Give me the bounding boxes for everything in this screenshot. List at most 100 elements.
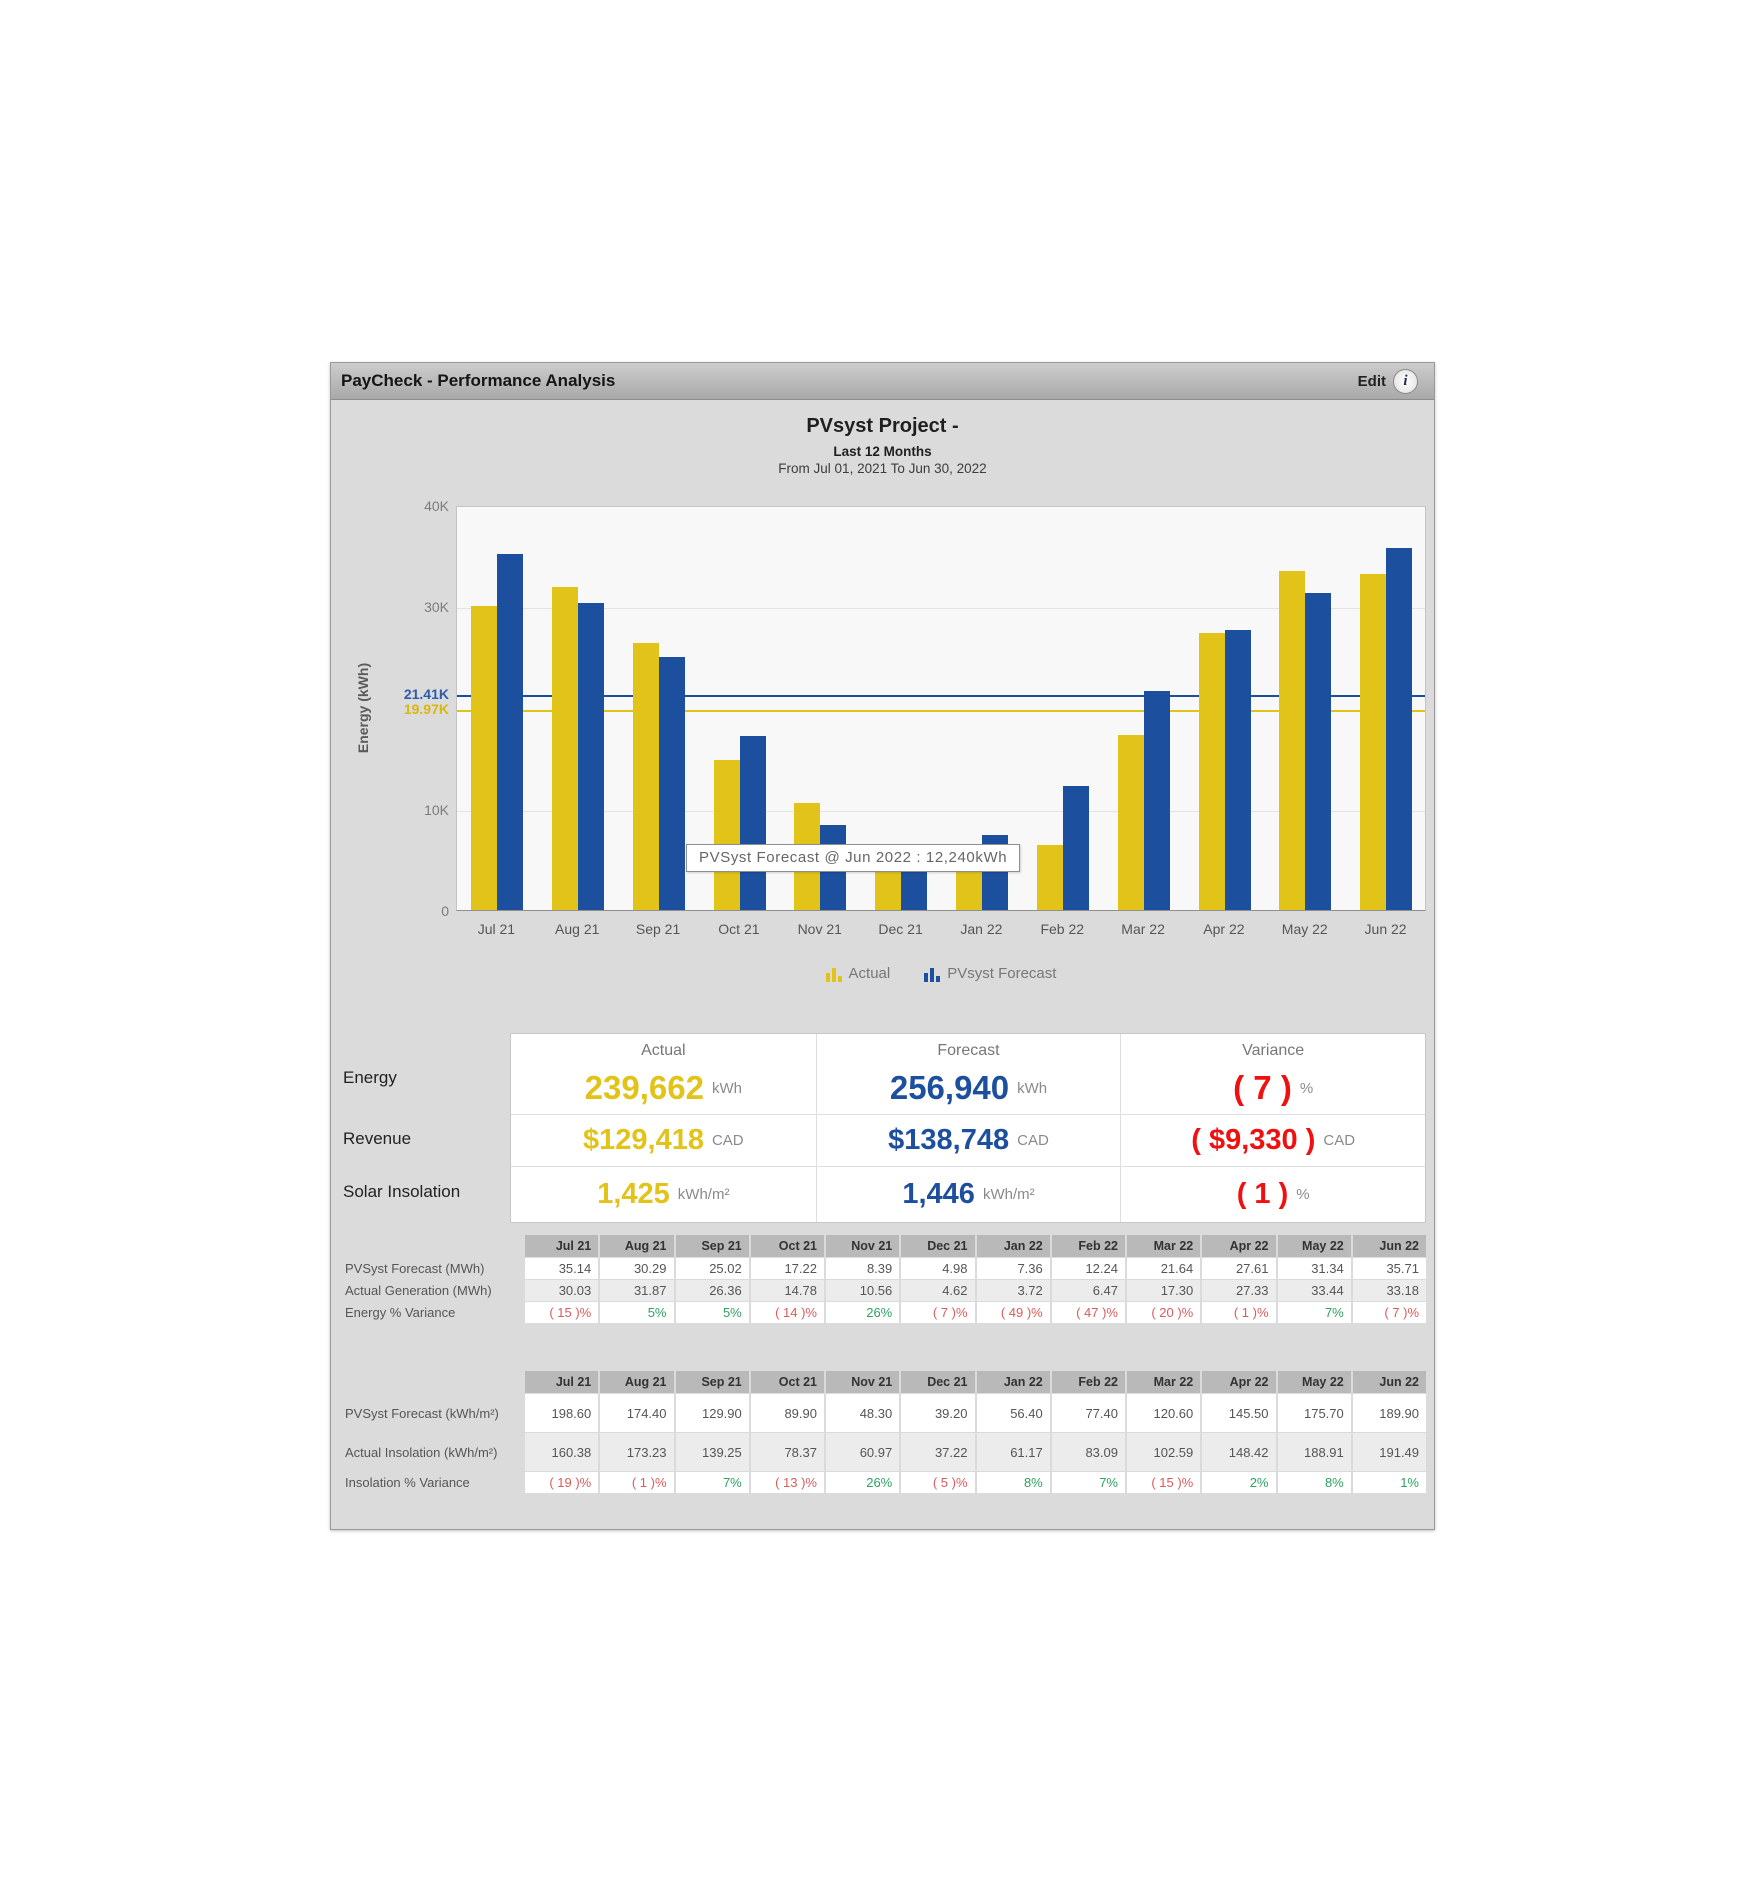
table-cell: 12.24: [1051, 1258, 1125, 1279]
gridline: [457, 608, 1425, 610]
table-cell: 89.90: [750, 1394, 824, 1432]
info-icon[interactable]: i: [1393, 369, 1418, 394]
bar-actual[interactable]: [956, 872, 982, 910]
average-line-label: 19.97K: [403, 700, 449, 717]
x-axis-label: Sep 21: [635, 921, 681, 937]
bar-actual[interactable]: [632, 643, 659, 910]
bar-forecast[interactable]: [1305, 592, 1332, 910]
bar-forecast[interactable]: [1143, 690, 1170, 910]
table-cell: 21.64: [1127, 1258, 1201, 1279]
summary-value-insolation-variance: ( 1 )%: [1121, 1166, 1425, 1222]
bar-forecast[interactable]: [1386, 548, 1413, 910]
column-header-month: Oct 21: [750, 1371, 824, 1393]
bar-actual[interactable]: [1036, 844, 1063, 910]
column-header-month: Oct 21: [750, 1235, 824, 1257]
table-cell: 26%: [826, 1472, 900, 1493]
x-axis-label: Aug 21: [555, 921, 600, 937]
table-cell: 77.40: [1051, 1394, 1125, 1432]
table-cell: 48.30: [826, 1394, 900, 1432]
table-cell: ( 13 )%: [750, 1472, 824, 1493]
table-cell: 30.29: [600, 1258, 674, 1279]
table-cell: ( 14 )%: [750, 1302, 824, 1323]
table-cell: 4.98: [901, 1258, 975, 1279]
x-axis-label: Apr 22: [1203, 921, 1245, 937]
chart-header: PVsyst Project - Last 12 Months From Jul…: [331, 415, 1434, 476]
table-cell: 27.33: [1202, 1280, 1276, 1301]
edit-button[interactable]: Edit: [1357, 372, 1386, 390]
table-cell: 7.36: [976, 1258, 1050, 1279]
table-cell: 7%: [675, 1472, 749, 1493]
bar-actual[interactable]: [1279, 571, 1306, 910]
table-cell: 3.72: [976, 1280, 1050, 1301]
average-line-forecast: [457, 695, 1425, 698]
bar-forecast[interactable]: [658, 656, 685, 910]
table-cell: 26%: [826, 1302, 900, 1323]
summary-value-energy-actual: 239,662 kWh: [584, 1069, 742, 1106]
bar-actual[interactable]: [1117, 734, 1144, 910]
bar-actual[interactable]: [551, 587, 578, 910]
table-cell: 30.03: [525, 1280, 599, 1301]
x-axis-label: Feb 22: [1040, 921, 1085, 937]
blank-header: [343, 1371, 523, 1393]
table-cell: ( 19 )%: [525, 1472, 599, 1493]
table-cell: ( 1 )%: [600, 1472, 674, 1493]
table-cell: 7%: [1277, 1302, 1351, 1323]
legend-item-forecast[interactable]: PVsyst Forecast: [924, 965, 1056, 982]
column-header-month: Dec 21: [901, 1371, 975, 1393]
energy-table: Jul 21 Aug 21 Sep 21 Oct 21 Nov 21 Dec 21 Jan …: [341, 1234, 1428, 1324]
summary-value-insolation-forecast: 1,446 kWh/m²: [816, 1166, 1121, 1222]
bar-forecast[interactable]: [577, 603, 604, 910]
table-cell: 5%: [675, 1302, 749, 1323]
bar-forecast[interactable]: [1062, 786, 1089, 910]
bar-forecast[interactable]: [739, 735, 766, 910]
legend-item-actual[interactable]: Actual: [825, 965, 890, 982]
column-header-month: May 22: [1277, 1235, 1351, 1257]
x-axis-label: Jun 22: [1364, 921, 1407, 937]
table-cell: ( 15 )%: [525, 1302, 599, 1323]
column-header-month: Mar 22: [1127, 1235, 1201, 1257]
table-cell: 8.39: [826, 1258, 900, 1279]
table-cell: 129.90: [675, 1394, 749, 1432]
bar-actual[interactable]: [471, 605, 497, 910]
bar-actual[interactable]: [1360, 574, 1387, 910]
y-axis-tick-label: 10K: [424, 801, 449, 818]
table-cell: ( 49 )%: [976, 1302, 1050, 1323]
table-cell: 83.09: [1051, 1433, 1125, 1471]
column-header-month: Jan 22: [976, 1371, 1050, 1393]
summary-column-actual: Actual 239,662 kWh $129,418 CAD 1,425 kWh/m…: [511, 1034, 816, 1222]
bar-actual[interactable]: [1198, 633, 1225, 910]
summary-header: Actual: [641, 1042, 686, 1059]
column-header-month: Apr 22: [1202, 1371, 1276, 1393]
actual-bars-icon: [825, 968, 842, 982]
table-cell: 27.61: [1202, 1258, 1276, 1279]
column-header-month: Nov 21: [826, 1235, 900, 1257]
table-cell: 139.25: [675, 1433, 749, 1471]
column-header-month: Aug 21: [600, 1371, 674, 1393]
table-cell: 35.14: [525, 1258, 599, 1279]
table-cell: 175.70: [1277, 1394, 1351, 1432]
column-header-month: Nov 21: [826, 1371, 900, 1393]
bar-forecast[interactable]: [1224, 630, 1251, 910]
table-cell: 188.91: [1277, 1433, 1351, 1471]
column-header-month: Jan 22: [976, 1235, 1050, 1257]
blank-header: [343, 1235, 523, 1257]
average-line-actual: [457, 709, 1425, 712]
table-cell: 78.37: [750, 1433, 824, 1471]
table-row: Insolation % Variance( 19 )%( 1 )% 7%( 13…: [343, 1472, 1426, 1493]
table-row: Actual Insolation (kWh/m²) 160.38 173.23 13…: [343, 1433, 1426, 1471]
table-cell: 120.60: [1127, 1394, 1201, 1432]
table-cell: 8%: [976, 1472, 1050, 1493]
summary-grid: Actual 239,662 kWh $129,418 CAD 1,425 kWh/m…: [510, 1033, 1426, 1223]
table-row-label: Energy % Variance: [345, 1305, 456, 1320]
table-cell: 7%: [1051, 1472, 1125, 1493]
summary-value-revenue-variance: ( $9,330 ) CAD: [1121, 1114, 1425, 1166]
table-cell: 191.49: [1352, 1433, 1426, 1471]
table-cell: 31.34: [1277, 1258, 1351, 1279]
column-header-month: Sep 21: [675, 1235, 749, 1257]
table-cell: 17.30: [1127, 1280, 1201, 1301]
table-cell: 174.40: [600, 1394, 674, 1432]
summary-value-revenue-actual: $129,418 CAD: [511, 1114, 816, 1166]
bar-forecast[interactable]: [497, 554, 523, 910]
summary-value-revenue-forecast: $138,748 CAD: [816, 1114, 1121, 1166]
bar-actual[interactable]: [713, 760, 740, 910]
